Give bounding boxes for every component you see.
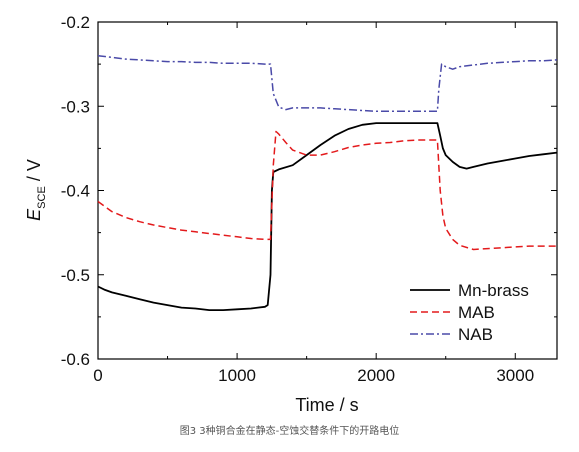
legend-label: MAB (458, 303, 495, 322)
legend: Mn-brass MAB NAB (410, 281, 529, 344)
series-line-mn-brass (97, 122, 558, 312)
x-axis-title: Time / s (295, 395, 358, 415)
series-line-nab (97, 54, 558, 113)
y-tick-label: -0.2 (61, 13, 90, 32)
figure-caption: 图3 3种铜合金在静态-空蚀交替条件下的开路电位 (179, 426, 400, 437)
svg-text:ESCE / V: ESCE / V (24, 159, 48, 221)
x-tick-label: 0 (93, 366, 102, 385)
legend-label: Mn-brass (458, 281, 529, 300)
x-tick-label: 1000 (218, 366, 256, 385)
x-tick-label: 2000 (357, 366, 395, 385)
y-axis-title: ESCE / V (24, 159, 48, 221)
x-tick-label: 3000 (496, 366, 534, 385)
legend-label: NAB (458, 325, 493, 344)
series-line-mab (97, 130, 557, 251)
y-tick-label: -0.6 (61, 350, 90, 369)
y-axis-unit: / V (24, 159, 44, 186)
y-axis-symbol: E (24, 208, 44, 221)
axis-ticks: 0 1000 2000 3000 -0.6 -0.5 -0.4 -0.3 -0.2 (61, 13, 557, 385)
series-layer (97, 54, 558, 312)
y-tick-label: -0.4 (61, 182, 90, 201)
y-tick-label: -0.3 (61, 97, 90, 116)
y-axis-subscript: SCE (36, 186, 48, 209)
y-tick-label: -0.5 (61, 266, 90, 285)
